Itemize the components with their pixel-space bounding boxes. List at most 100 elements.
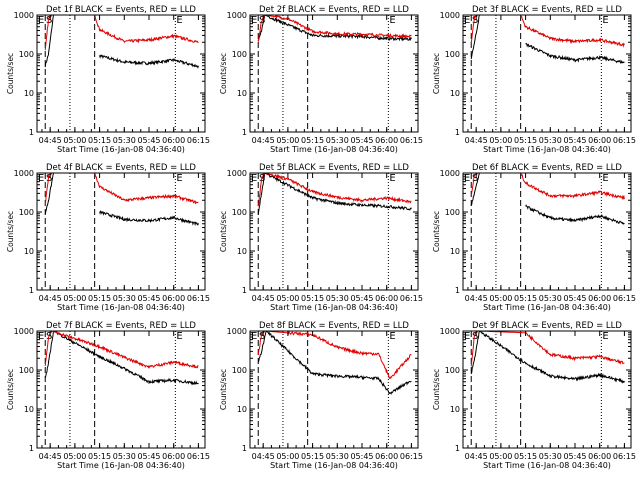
x-tick-label: 05:15: [88, 294, 111, 303]
y-tick-label: 1000: [227, 327, 247, 336]
plot-frame: [36, 14, 206, 133]
x-axis-label: Start Time (16-Jan-08 04:36:40): [270, 461, 398, 470]
y-tick-label: 10: [24, 405, 34, 414]
panel-data: [44, 15, 199, 69]
x-tick-label: 06:00: [588, 136, 611, 145]
y-tick-label: 10: [237, 247, 247, 256]
plot-frame: [462, 330, 632, 449]
panel-data: [470, 15, 625, 64]
marker-label-s: S: [472, 331, 478, 342]
y-tick-label: 1000: [14, 169, 34, 178]
y-tick-label: 1000: [14, 327, 34, 336]
x-tick-label: 05:15: [514, 294, 537, 303]
x-tick-label: 06:00: [162, 136, 185, 145]
panel-title: Det 7f BLACK = Events, RED = LLD: [46, 321, 196, 331]
y-axis-label: Counts/sec: [432, 369, 441, 410]
x-tick-label: 06:15: [400, 294, 423, 303]
y-tick-label: 1000: [227, 169, 247, 178]
marker-label-s: S: [472, 15, 478, 26]
x-tick-label: 05:15: [301, 294, 324, 303]
y-tick-label: 100: [445, 50, 460, 59]
x-axis-label: Start Time (16-Jan-08 04:36:40): [270, 303, 398, 312]
x-tick-label: 04:45: [465, 452, 488, 461]
x-tick-label: 05:00: [63, 136, 86, 145]
x-tick-label: 05:15: [301, 452, 324, 461]
x-axis-label: Start Time (16-Jan-08 04:36:40): [483, 303, 611, 312]
marker-label-e: E: [464, 15, 470, 26]
marker-label-end: E: [389, 15, 395, 26]
y-tick-label: 10: [450, 247, 460, 256]
marker-label-e: E: [464, 331, 470, 342]
y-tick-label: 1: [29, 444, 34, 453]
x-tick-label: 06:00: [375, 294, 398, 303]
x-tick-label: 05:15: [514, 136, 537, 145]
events-series-line: [470, 15, 625, 64]
marker-label-s: S: [259, 331, 265, 342]
y-tick-label: 1000: [440, 327, 460, 336]
x-axis-label: Start Time (16-Jan-08 04:36:40): [57, 145, 185, 154]
x-tick-label: 05:30: [539, 294, 562, 303]
x-axis-label: Start Time (16-Jan-08 04:36:40): [57, 303, 185, 312]
x-tick-label: 05:30: [539, 452, 562, 461]
plot-frame: [462, 172, 632, 291]
x-tick-label: 04:45: [465, 136, 488, 145]
y-tick-label: 1000: [440, 169, 460, 178]
y-tick-label: 1000: [14, 11, 34, 20]
x-tick-label: 05:30: [113, 452, 136, 461]
panel-title: Det 2f BLACK = Events, RED = LLD: [259, 5, 409, 15]
y-tick-label: 100: [19, 50, 34, 59]
panel-data: [470, 173, 625, 225]
y-axis-label: Counts/sec: [6, 211, 15, 252]
x-tick-label: 05:30: [539, 136, 562, 145]
x-tick-label: 05:45: [137, 452, 160, 461]
events-series-line: [470, 173, 625, 225]
x-tick-label: 06:15: [613, 136, 636, 145]
y-tick-label: 1: [29, 286, 34, 295]
y-tick-label: 1: [242, 128, 247, 137]
marker-label-e: E: [251, 331, 257, 342]
x-tick-label: 06:00: [375, 452, 398, 461]
marker-label-end: E: [176, 15, 182, 26]
marker-label-end: E: [176, 173, 182, 184]
marker-label-end: E: [602, 15, 608, 26]
marker-label-e: E: [251, 173, 257, 184]
marker-label-s: S: [472, 173, 478, 184]
x-tick-label: 05:15: [88, 136, 111, 145]
y-tick-label: 10: [24, 89, 34, 98]
x-tick-label: 04:45: [465, 294, 488, 303]
marker-label-s: S: [46, 173, 52, 184]
y-tick-label: 100: [19, 366, 34, 375]
events-series-line: [44, 15, 199, 69]
x-tick-label: 05:00: [276, 452, 299, 461]
x-tick-label: 06:15: [400, 452, 423, 461]
x-tick-label: 06:15: [613, 452, 636, 461]
x-tick-label: 04:45: [39, 294, 62, 303]
x-tick-label: 06:00: [375, 136, 398, 145]
marker-label-s: S: [46, 15, 52, 26]
x-tick-label: 05:45: [563, 136, 586, 145]
x-tick-label: 05:30: [113, 136, 136, 145]
x-tick-label: 05:45: [350, 452, 373, 461]
y-tick-label: 100: [445, 366, 460, 375]
lld-series-line: [44, 15, 199, 51]
y-tick-label: 10: [237, 89, 247, 98]
x-tick-label: 05:30: [326, 294, 349, 303]
x-axis-label: Start Time (16-Jan-08 04:36:40): [270, 145, 398, 154]
y-tick-label: 1: [29, 128, 34, 137]
events-series-line: [470, 331, 625, 384]
y-tick-label: 1: [455, 128, 460, 137]
x-tick-label: 06:15: [400, 136, 423, 145]
y-axis-label: Counts/sec: [432, 53, 441, 94]
x-tick-label: 05:45: [563, 452, 586, 461]
y-tick-label: 1: [455, 286, 460, 295]
marker-label-e: E: [38, 15, 44, 26]
y-tick-label: 10: [450, 405, 460, 414]
lld-series-line: [470, 173, 625, 201]
